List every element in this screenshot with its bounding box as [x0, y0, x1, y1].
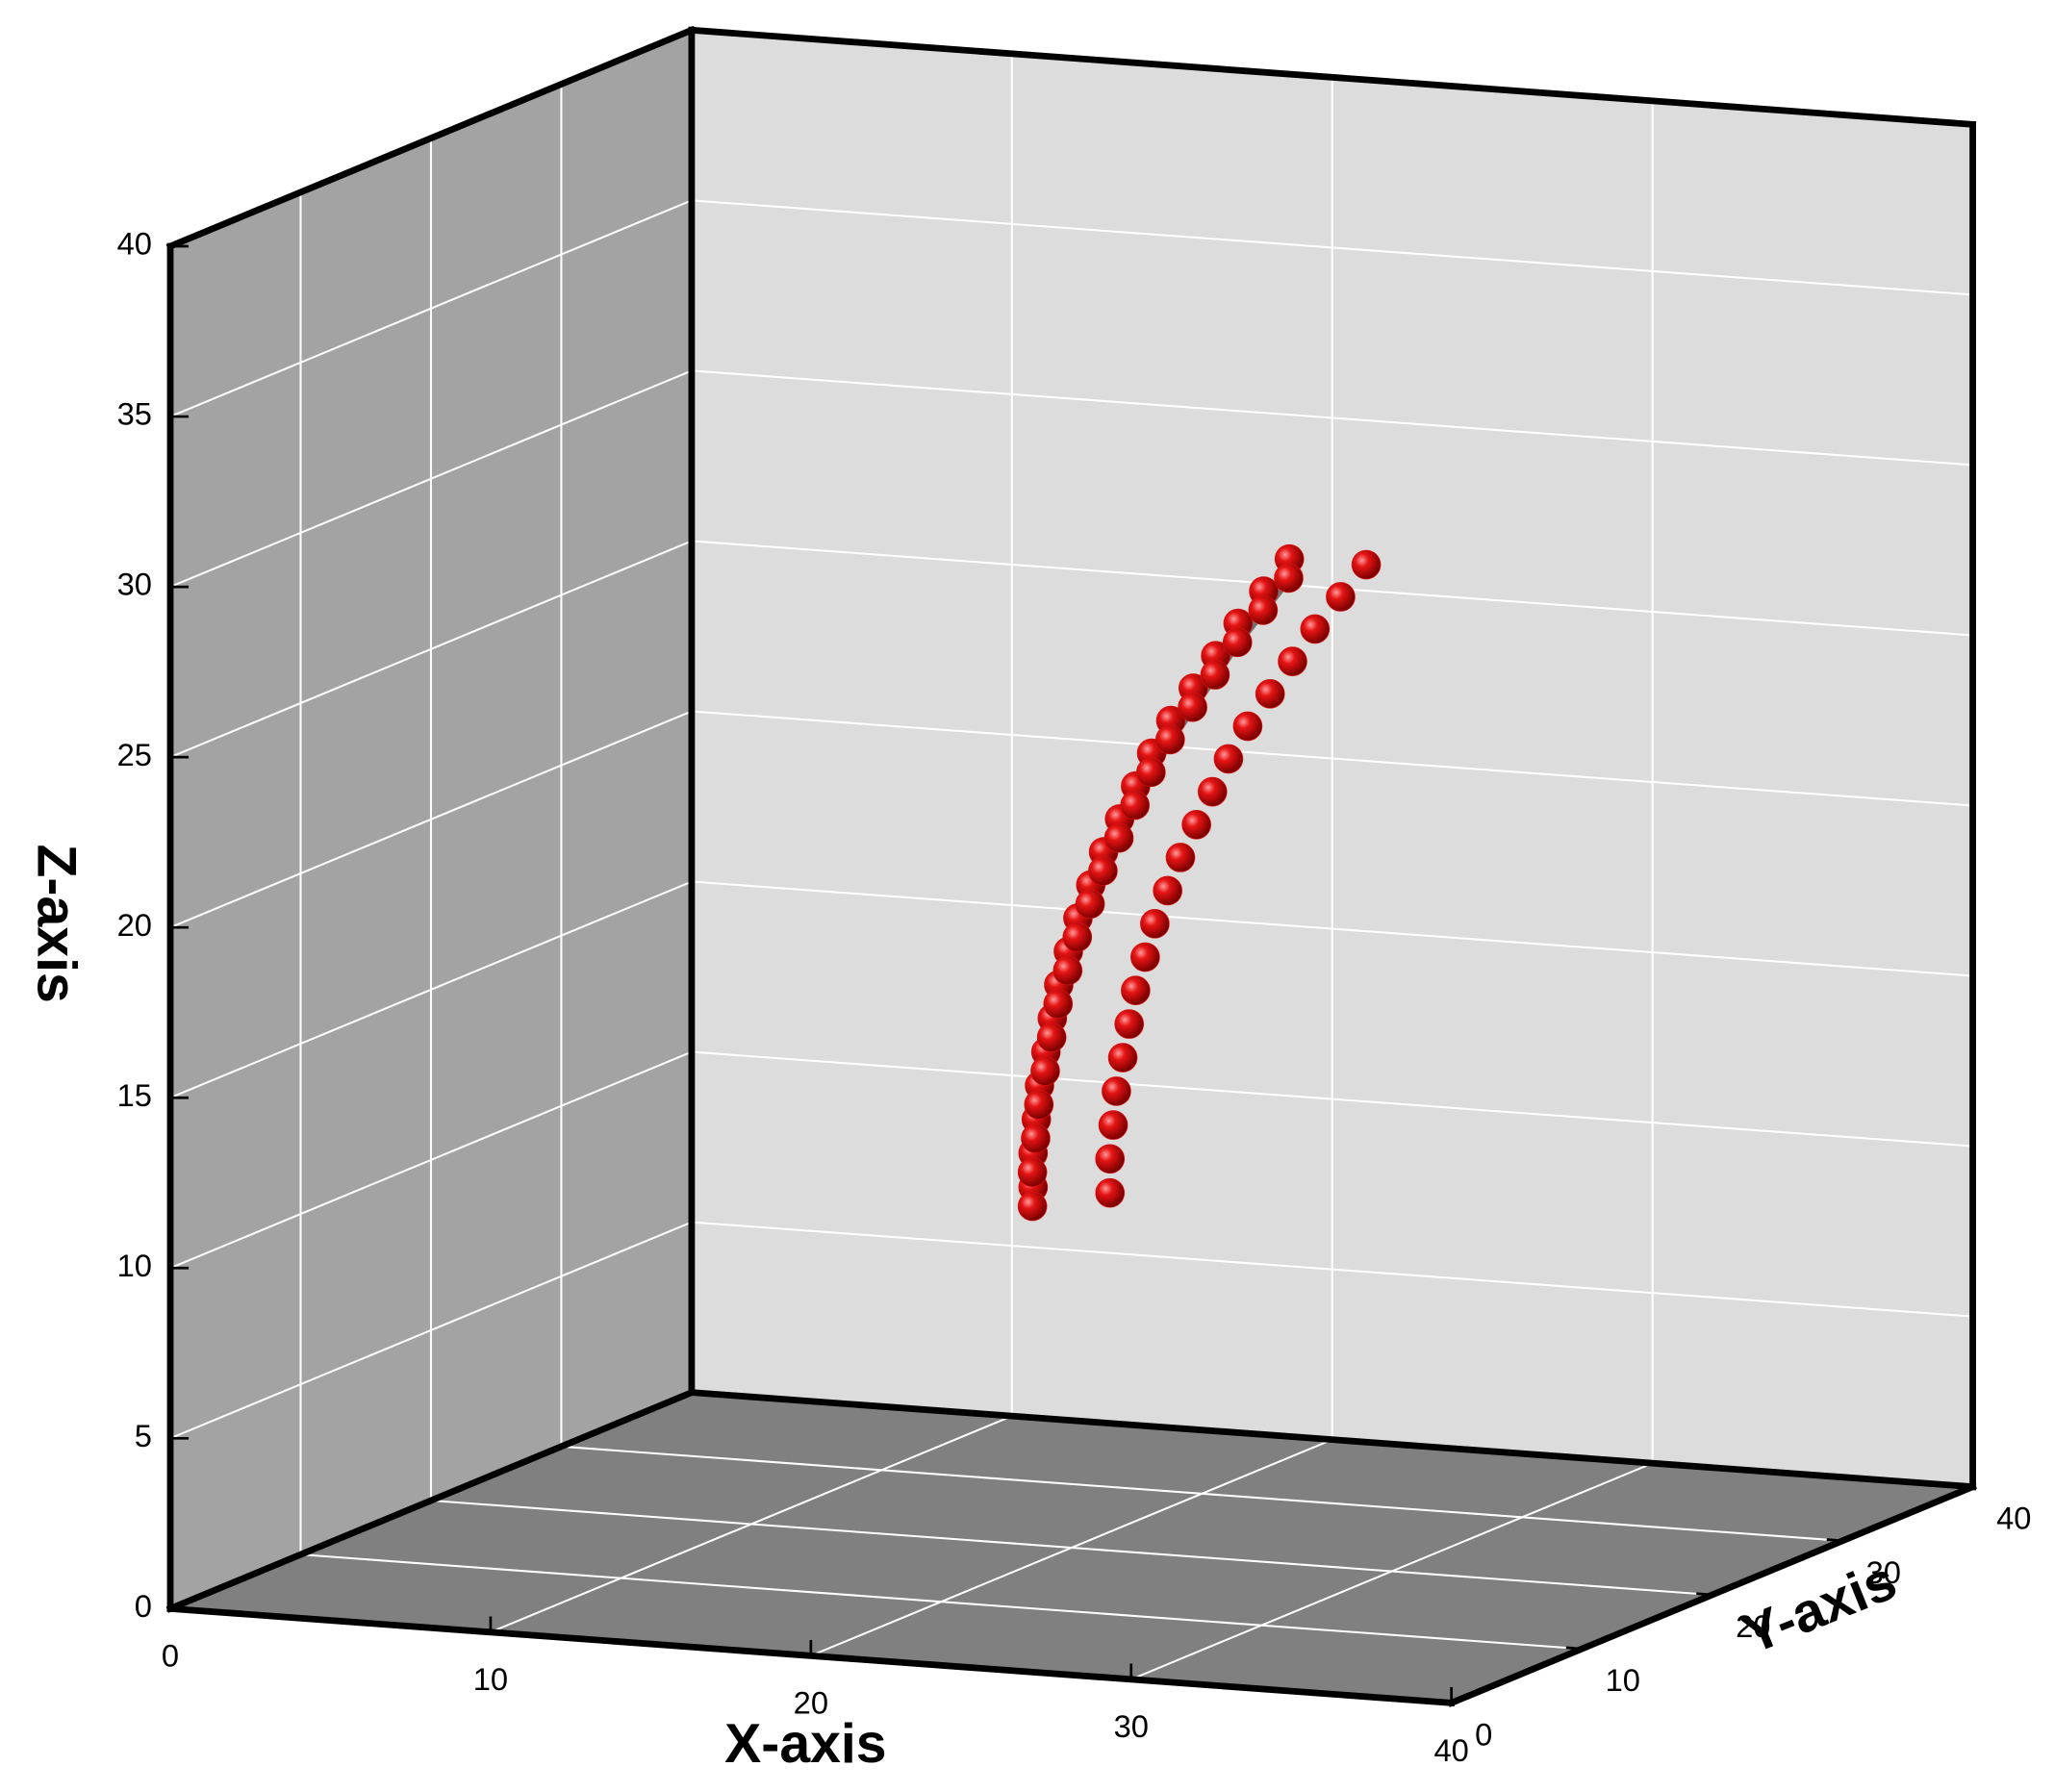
- x-tick-label: 40: [1433, 1732, 1468, 1768]
- z-tick-label: 5: [135, 1418, 152, 1453]
- z-tick-label: 25: [117, 737, 152, 772]
- y-tick-label: 0: [1475, 1716, 1492, 1752]
- y-tick: [1565, 1646, 1583, 1651]
- data-point: [1197, 776, 1228, 807]
- data-point: [1043, 989, 1074, 1019]
- x-tick-label: 20: [794, 1685, 828, 1721]
- data-point: [1095, 1177, 1126, 1208]
- data-point: [1213, 744, 1244, 774]
- axis-edge: [165, 1388, 697, 1613]
- z-tick-label: 40: [117, 226, 152, 262]
- z-axis-title: Z-axis: [25, 844, 87, 1002]
- grid-line: [691, 1050, 1973, 1148]
- data-point: [1130, 942, 1160, 972]
- data-point: [1036, 1022, 1067, 1052]
- x-tick-label: 30: [1114, 1708, 1149, 1744]
- data-point: [1030, 1056, 1060, 1086]
- grid-line: [169, 369, 693, 589]
- x-tick-label: 10: [473, 1661, 508, 1697]
- data-point: [1021, 1123, 1051, 1153]
- grid-line: [169, 710, 693, 929]
- data-point: [1181, 809, 1211, 840]
- z-tick-label: 15: [117, 1077, 152, 1113]
- data-point: [1165, 843, 1196, 872]
- grid-line: [691, 880, 1973, 977]
- data-point: [1052, 955, 1083, 986]
- grid-line: [430, 1499, 1712, 1597]
- data-point: [1098, 1110, 1128, 1140]
- data-point: [1140, 909, 1170, 939]
- axis-edge: [688, 26, 1977, 129]
- data-point: [1136, 757, 1166, 788]
- data-point: [1222, 627, 1253, 658]
- data-point: [1178, 692, 1207, 722]
- grid-line: [169, 880, 693, 1099]
- data-point: [1232, 711, 1263, 742]
- data-point: [1024, 1090, 1054, 1120]
- z-tick-label: 35: [117, 396, 152, 432]
- data-point: [1102, 1076, 1131, 1106]
- y-tick: [1435, 1700, 1452, 1704]
- data-point: [1103, 822, 1134, 853]
- grid-line: [169, 1221, 693, 1440]
- data-point: [1200, 660, 1230, 690]
- grid-line: [561, 1445, 1843, 1542]
- data-point: [1017, 1157, 1048, 1187]
- data-point: [1351, 549, 1382, 580]
- data-point: [1121, 975, 1151, 1006]
- grid-line: [691, 710, 1973, 807]
- data-point: [1075, 889, 1105, 920]
- data-point: [1114, 1009, 1145, 1039]
- y-tick-label: 40: [1996, 1501, 2031, 1536]
- data-point: [1154, 724, 1185, 755]
- z-tick-label: 30: [117, 567, 152, 602]
- grid-line: [300, 1553, 1583, 1651]
- grid-line: [169, 199, 693, 418]
- y-tick: [1957, 1483, 1973, 1489]
- z-tick-label: 10: [117, 1248, 152, 1283]
- axis-edge: [165, 25, 697, 251]
- data-point: [1274, 563, 1304, 593]
- data-point: [1153, 875, 1182, 906]
- data-point: [1017, 1191, 1048, 1222]
- z-tick-label: 0: [135, 1588, 152, 1624]
- grid-line: [691, 199, 1973, 296]
- axis-edge: [688, 1388, 1977, 1491]
- y-tick-label: 10: [1606, 1662, 1640, 1698]
- grid-line: [169, 540, 693, 759]
- y-tick: [1826, 1538, 1843, 1543]
- data-point: [1300, 614, 1331, 644]
- grid-line: [169, 1050, 693, 1270]
- grid-line: [691, 369, 1973, 467]
- grid-line: [691, 1221, 1973, 1318]
- y-tick: [1696, 1592, 1712, 1597]
- data-point: [1088, 856, 1118, 886]
- y-tick-label: 30: [1866, 1554, 1901, 1590]
- x-tick-label: 0: [162, 1638, 179, 1674]
- data-point: [1248, 595, 1279, 625]
- data-point: [1278, 646, 1307, 676]
- data-point: [1255, 678, 1285, 709]
- data-point: [1062, 921, 1093, 952]
- data-point: [1120, 790, 1151, 820]
- data-point: [1095, 1144, 1126, 1174]
- data-point: [1107, 1043, 1138, 1073]
- z-tick-label: 20: [117, 907, 152, 943]
- data-point: [1326, 582, 1356, 612]
- x-axis-title: X-axis: [724, 1713, 886, 1775]
- y-tick-label: 20: [1736, 1608, 1770, 1644]
